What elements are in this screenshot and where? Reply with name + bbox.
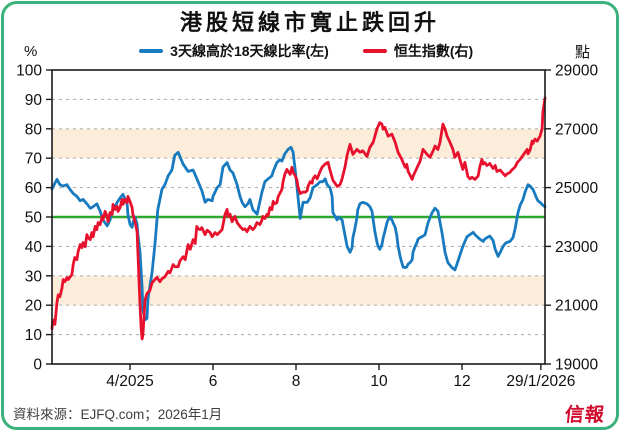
right-tick-label: 25000 xyxy=(555,180,598,197)
left-tick-label: 100 xyxy=(16,63,42,80)
x-tick-label: 8 xyxy=(292,373,301,390)
left-tick-label: 90 xyxy=(25,92,43,109)
x-tick-label: 10 xyxy=(370,373,388,390)
legend-row: % 3天線高於18天線比率(左) 恒生指數(右) 點 xyxy=(24,40,590,62)
left-tick-label: 70 xyxy=(25,151,43,168)
right-tick-label: 23000 xyxy=(555,239,598,256)
chart-title: 港股短線市寬止跌回升 xyxy=(179,10,440,35)
source-row: 資料來源：EJFQ.com；2026年1月 信報 xyxy=(13,401,606,426)
hsi-line-swatch xyxy=(362,48,387,54)
hkej-logo: 信報 xyxy=(563,404,606,426)
shaded-band xyxy=(52,128,545,159)
right-tick-label: 21000 xyxy=(555,298,598,315)
right-tick-label: 19000 xyxy=(555,357,598,374)
x-tick-label: 12 xyxy=(453,373,470,390)
source-note: 資料來源：EJFQ.com；2026年1月 xyxy=(13,407,223,422)
x-tick-label: 4/2025 xyxy=(106,373,153,390)
breadth-line-swatch xyxy=(139,48,164,54)
hsi-line xyxy=(50,96,547,341)
right-tick-label: 27000 xyxy=(555,121,598,138)
right-tick-label: 29000 xyxy=(555,63,598,80)
legend-label-breadth: 3天線高於18天線比率(左) xyxy=(170,43,329,59)
left-tick-label: 10 xyxy=(25,327,43,344)
left-tick-label: 30 xyxy=(25,268,43,285)
left-tick-label: 20 xyxy=(25,298,43,315)
left-tick-label: 60 xyxy=(25,180,43,197)
x-tick-label: 29/1/2026 xyxy=(506,373,575,390)
legend-item-breadth: 3天線高於18天線比率(左) xyxy=(139,41,329,61)
left-tick-label: 50 xyxy=(25,210,43,227)
left-axis-unit: % xyxy=(24,42,38,60)
legend-item-hsi: 恒生指數(右) xyxy=(362,41,474,61)
legend-label-hsi: 恒生指數(右) xyxy=(393,43,474,59)
legend: 3天線高於18天線比率(左) 恒生指數(右) xyxy=(139,41,473,61)
x-tick-label: 6 xyxy=(209,373,218,390)
left-tick-label: 80 xyxy=(25,121,43,138)
shaded-band xyxy=(52,275,545,306)
left-tick-label: 40 xyxy=(25,239,43,256)
right-axis-unit: 點 xyxy=(574,43,590,61)
left-tick-label: 0 xyxy=(33,357,42,374)
